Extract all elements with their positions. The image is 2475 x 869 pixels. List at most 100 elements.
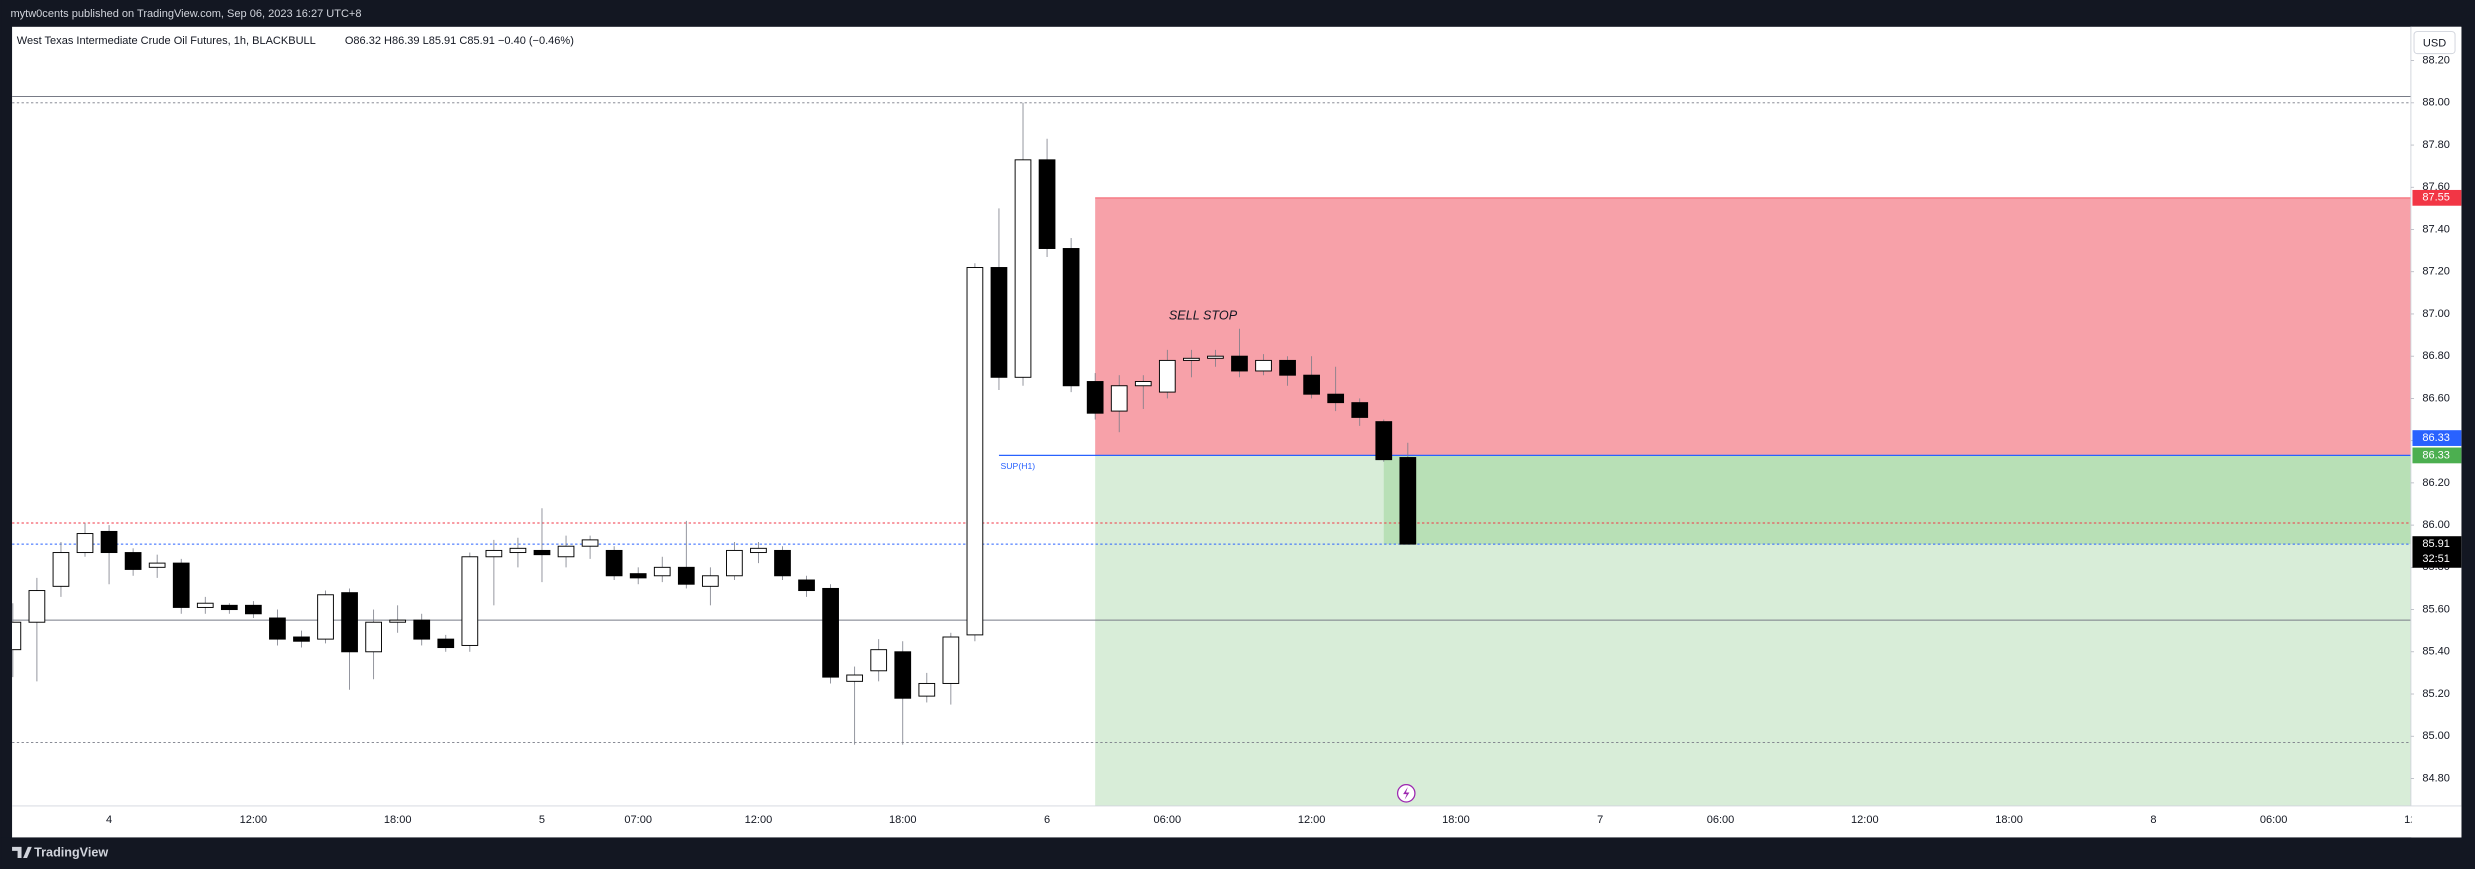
price-label: 87.55 bbox=[2422, 192, 2450, 204]
price-label: 86.33 bbox=[2422, 432, 2450, 444]
x-tick-label: 18:00 bbox=[889, 814, 917, 826]
candle-body bbox=[509, 547, 527, 554]
candle-body bbox=[629, 573, 647, 579]
candle-body bbox=[485, 549, 503, 558]
x-tick-label: 6 bbox=[1044, 814, 1050, 826]
candle-body bbox=[701, 575, 719, 587]
candle-body bbox=[557, 545, 575, 558]
candle-body bbox=[196, 602, 214, 608]
axis-corner bbox=[2411, 806, 2462, 838]
x-tick-label: 07:00 bbox=[624, 814, 652, 826]
candle-body bbox=[52, 552, 70, 587]
stop-zone bbox=[1095, 197, 2411, 456]
candle-body bbox=[461, 556, 479, 646]
candle-body bbox=[12, 621, 22, 651]
candle-body bbox=[1231, 355, 1248, 372]
candle-body bbox=[1158, 359, 1176, 393]
candle-body bbox=[220, 604, 238, 611]
candle-body bbox=[1375, 421, 1393, 461]
candle-body bbox=[533, 549, 551, 556]
candle-body bbox=[798, 579, 815, 592]
candle-body bbox=[750, 547, 767, 554]
candle-body bbox=[28, 590, 46, 623]
y-tick-label: 86.20 bbox=[2422, 477, 2450, 489]
x-tick-label: 18:00 bbox=[384, 814, 412, 826]
price-label: 86.33 bbox=[2422, 449, 2450, 461]
candle-body bbox=[1255, 359, 1272, 372]
countdown: 32:51 bbox=[2422, 553, 2450, 565]
candle-body bbox=[293, 636, 310, 642]
candle-body bbox=[1279, 359, 1296, 376]
y-tick-label: 85.60 bbox=[2422, 603, 2450, 615]
candle-body bbox=[1327, 393, 1345, 404]
candle-body bbox=[653, 566, 671, 577]
candle-body bbox=[100, 530, 118, 554]
brand[interactable]: TradingView bbox=[34, 846, 108, 860]
y-tick-label: 86.00 bbox=[2422, 519, 2450, 531]
candle-body bbox=[148, 562, 166, 568]
candle-body bbox=[1086, 381, 1104, 414]
y-tick-label: 85.40 bbox=[2422, 646, 2450, 658]
candle-body bbox=[413, 619, 431, 640]
currency: USD bbox=[2423, 37, 2446, 49]
y-tick-label: 87.40 bbox=[2422, 223, 2450, 235]
candle-body bbox=[1014, 159, 1032, 378]
candle-body bbox=[581, 539, 599, 547]
candle-body bbox=[1207, 355, 1224, 359]
candle-body bbox=[341, 592, 358, 653]
candle-body bbox=[269, 617, 286, 640]
brand-logo bbox=[12, 846, 32, 858]
price-label: 85.91 bbox=[2422, 538, 2450, 550]
filled-zone bbox=[1383, 455, 2411, 545]
candle-body bbox=[76, 533, 94, 554]
candle-body bbox=[822, 587, 839, 678]
chart-title: West Texas Intermediate Crude Oil Future… bbox=[17, 35, 316, 47]
price-label-box bbox=[2412, 447, 2462, 464]
x-tick-label: 12:00 bbox=[1298, 814, 1326, 826]
candle-body bbox=[389, 619, 407, 623]
candle-body bbox=[365, 621, 382, 653]
candle-body bbox=[990, 267, 1008, 378]
candle-body bbox=[870, 649, 888, 672]
candle-body bbox=[437, 638, 455, 649]
y-tick-label: 85.00 bbox=[2422, 730, 2450, 742]
candle-body bbox=[1183, 357, 1200, 361]
event-icon-bolt bbox=[1403, 786, 1410, 800]
candle-body bbox=[846, 674, 864, 682]
x-tick-label: 12:00 bbox=[1851, 814, 1879, 826]
price-label-box bbox=[2412, 536, 2462, 568]
y-tick-label: 88.00 bbox=[2422, 97, 2450, 109]
candle-body bbox=[317, 594, 334, 640]
price-label-box bbox=[2412, 430, 2462, 446]
support-label: SUP(H1) bbox=[1001, 461, 1036, 471]
candle-body bbox=[894, 651, 912, 699]
candle-body bbox=[245, 604, 262, 615]
y-tick-label: 85.20 bbox=[2422, 688, 2450, 700]
candle-body bbox=[942, 636, 960, 684]
x-tick-label: 12:00 bbox=[745, 814, 773, 826]
publisher: mytw0cents published on TradingView.com,… bbox=[10, 8, 361, 20]
x-tick-label: 5 bbox=[539, 814, 545, 826]
candle-body bbox=[124, 552, 142, 570]
x-tick-label: 8 bbox=[2150, 814, 2156, 826]
candle-body bbox=[774, 549, 791, 577]
candle-body bbox=[1134, 381, 1152, 387]
y-tick-label: 84.80 bbox=[2422, 772, 2450, 784]
plot: SUP(H1) SELL STOP bbox=[12, 96, 2411, 806]
candle-body bbox=[1351, 402, 1369, 418]
annotation: SELL STOP bbox=[1169, 308, 1238, 322]
candle-body bbox=[1303, 374, 1320, 395]
candle-body bbox=[966, 267, 984, 636]
candle-body bbox=[172, 562, 190, 608]
candle-body bbox=[677, 566, 695, 585]
candle-body bbox=[1062, 248, 1080, 387]
x-tick-label: 06:00 bbox=[1154, 814, 1182, 826]
x-tick-label: 18:00 bbox=[1442, 814, 1470, 826]
ohlc-legend: O86.32 H86.39 L85.91 C85.91 −0.40 (−0.46… bbox=[345, 35, 574, 47]
candle-body bbox=[1399, 457, 1417, 545]
candle-body bbox=[1038, 159, 1056, 249]
price-label-box bbox=[2412, 189, 2462, 206]
x-tick-label: 12:00 bbox=[240, 814, 268, 826]
